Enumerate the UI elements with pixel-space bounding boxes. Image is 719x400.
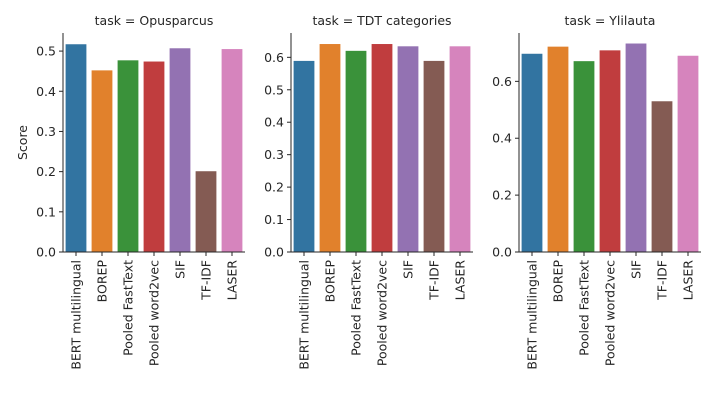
bar-bert-multilingual	[521, 53, 543, 253]
y-tick-label: 0.1	[36, 204, 56, 219]
x-tick-label: BERT multilingual	[525, 260, 540, 370]
y-tick-label: 0.2	[36, 164, 56, 179]
y-tick-label: 0.4	[492, 131, 512, 146]
x-tick-label: Pooled word2vec	[375, 260, 390, 366]
y-tick-label: 0.3	[36, 124, 56, 139]
x-tick-label: Pooled FastText	[577, 260, 592, 356]
x-tick-label: LASER	[681, 260, 696, 301]
x-tick-label: BOREP	[551, 260, 566, 303]
x-tick-label: Pooled FastText	[349, 260, 364, 356]
x-tick-label: LASER	[225, 260, 240, 301]
x-tick-label: BERT multilingual	[69, 260, 84, 370]
x-tick-label: TF-IDF	[655, 260, 670, 301]
x-tick-label: BOREP	[323, 260, 338, 303]
bar-laser	[221, 49, 243, 252]
y-tick-label: 0.3	[264, 147, 284, 162]
bar-bert-multilingual	[293, 60, 315, 253]
x-tick-label: SIF	[629, 260, 644, 279]
y-tick-label: 0.6	[492, 74, 512, 89]
bar-bert-multilingual	[65, 44, 87, 252]
panel-ylilauta: task = Ylilauta 0.0 0.2 0.4 0.6 BERT multili…	[492, 13, 701, 370]
y-tick-label: 0.6	[264, 50, 284, 65]
bar-borep	[547, 46, 569, 253]
bar-pooled-fasttext	[345, 50, 367, 253]
bar-pooled-word2vec	[143, 61, 165, 252]
y-tick-label: 0.1	[264, 212, 284, 227]
bar-sif	[397, 46, 419, 252]
x-tick-label: BOREP	[95, 260, 110, 303]
y-tick-label: 0.0	[36, 245, 56, 260]
panel-tdt-categories: task = TDT categories 0.0 0.1 0.2 0.3 0.4 0.5…	[264, 13, 473, 370]
x-tick-label: TF-IDF	[199, 260, 214, 301]
x-tick-label: Pooled word2vec	[147, 260, 162, 366]
y-tick-label: 0.4	[264, 115, 284, 130]
y-tick-label: 0.2	[492, 188, 512, 203]
bar-sif	[169, 48, 191, 252]
bar-borep	[91, 70, 113, 253]
panel-title-opusparcus: task = Opusparcus	[95, 13, 214, 28]
bar-sif	[625, 43, 647, 252]
y-tick-label: 0.2	[264, 180, 284, 195]
x-tick-label: SIF	[401, 260, 416, 279]
bar-tf-idf	[423, 60, 445, 253]
bar-tf-idf	[195, 171, 217, 252]
y-tick-label: 0.5	[36, 44, 56, 59]
x-tick-label: Pooled FastText	[121, 260, 136, 356]
y-axis-label: Score	[15, 125, 30, 160]
panel-title-tdt-categories: task = TDT categories	[312, 13, 451, 28]
bar-laser	[449, 46, 471, 252]
bar-borep	[319, 44, 341, 252]
x-tick-label: SIF	[173, 260, 188, 279]
y-tick-label: 0.5	[264, 82, 284, 97]
bar-tf-idf	[651, 101, 673, 252]
x-tick-label: Pooled word2vec	[603, 260, 618, 366]
panel-title-ylilauta: task = Ylilauta	[565, 13, 656, 28]
x-tick-label: TF-IDF	[427, 260, 442, 301]
bar-laser	[677, 55, 699, 252]
y-tick-label: 0.0	[492, 245, 512, 260]
y-tick-label: 0.0	[264, 245, 284, 260]
y-tick-label: 0.4	[36, 84, 56, 99]
bar-pooled-word2vec	[599, 50, 621, 252]
x-tick-label: BERT multilingual	[297, 260, 312, 370]
bar-pooled-fasttext	[117, 60, 139, 252]
panel-opusparcus: task = Opusparcus Score 0.0 0.1 0.2 0.3 0.4 0…	[15, 13, 245, 370]
x-tick-label: LASER	[453, 260, 468, 301]
bar-pooled-fasttext	[573, 61, 595, 252]
bar-pooled-word2vec	[371, 44, 393, 252]
